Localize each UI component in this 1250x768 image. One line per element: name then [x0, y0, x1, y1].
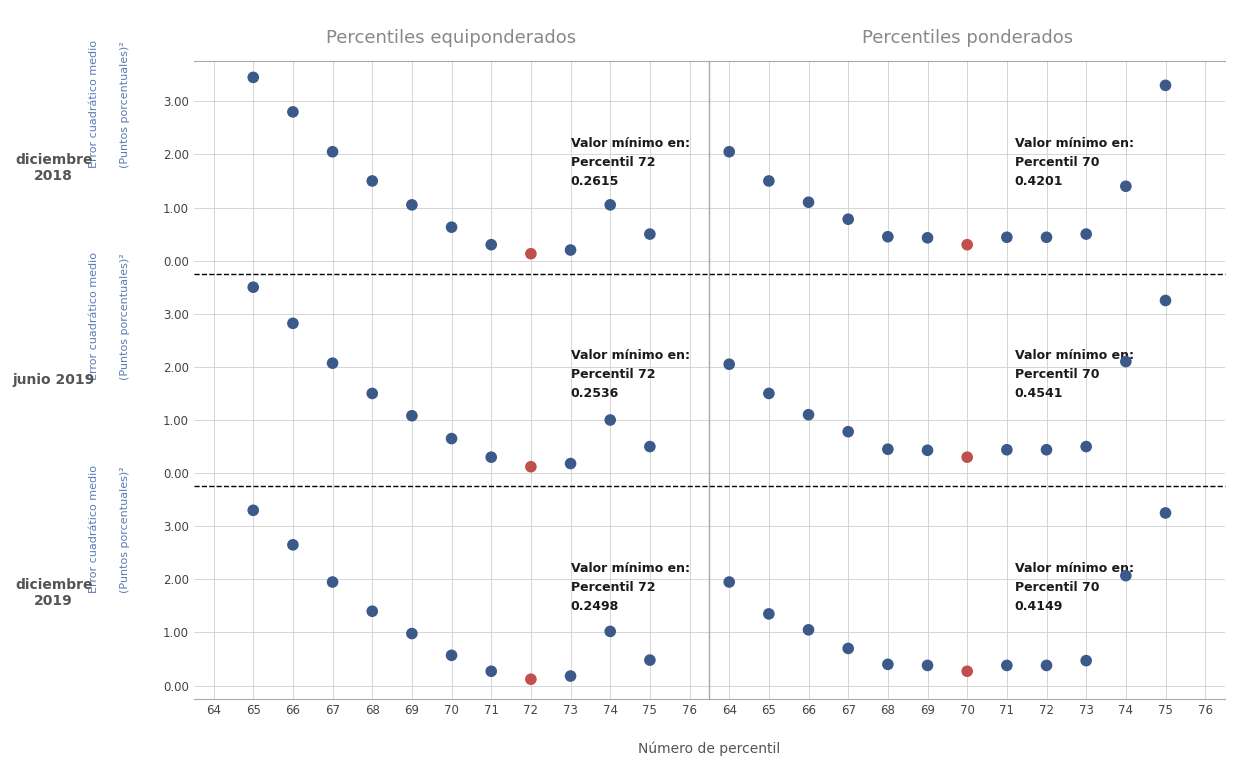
Point — [1155, 79, 1175, 91]
Point — [481, 665, 501, 677]
Point — [560, 244, 580, 257]
Point — [640, 228, 660, 240]
Point — [958, 239, 978, 251]
Text: Error cuadrático medio: Error cuadrático medio — [89, 252, 99, 380]
Text: (Puntos porcentuales)²: (Puntos porcentuales)² — [120, 41, 130, 167]
Point — [481, 451, 501, 463]
Point — [282, 106, 302, 118]
Point — [481, 239, 501, 251]
Point — [878, 230, 898, 243]
Point — [441, 221, 461, 233]
Point — [521, 461, 541, 473]
Text: diciembre
2018: diciembre 2018 — [15, 153, 92, 183]
Point — [996, 659, 1016, 671]
Point — [1116, 570, 1136, 582]
Point — [322, 357, 342, 369]
Point — [996, 231, 1016, 243]
Point — [1076, 654, 1096, 667]
Point — [839, 425, 859, 438]
Point — [560, 458, 580, 470]
Point — [1155, 294, 1175, 306]
Point — [839, 642, 859, 654]
Point — [719, 576, 739, 588]
Text: Error cuadrático medio: Error cuadrático medio — [89, 465, 99, 593]
Point — [322, 576, 342, 588]
Point — [799, 409, 819, 421]
Text: Percentiles ponderados: Percentiles ponderados — [861, 29, 1072, 48]
Point — [1076, 440, 1096, 452]
Text: Número de percentil: Número de percentil — [639, 742, 780, 756]
Point — [759, 607, 779, 620]
Point — [719, 358, 739, 370]
Point — [402, 409, 422, 422]
Point — [362, 175, 382, 187]
Point — [918, 444, 938, 456]
Point — [521, 247, 541, 260]
Point — [958, 665, 978, 677]
Point — [799, 196, 819, 208]
Point — [521, 673, 541, 685]
Point — [244, 71, 264, 84]
Text: Valor mínimo en:
Percentil 72
0.2615: Valor mínimo en: Percentil 72 0.2615 — [570, 137, 690, 188]
Point — [244, 504, 264, 516]
Point — [600, 199, 620, 211]
Point — [402, 199, 422, 211]
Point — [996, 444, 1016, 456]
Text: junio 2019: junio 2019 — [12, 373, 95, 387]
Point — [918, 659, 938, 671]
Point — [839, 213, 859, 225]
Point — [362, 605, 382, 617]
Text: Valor mínimo en:
Percentil 70
0.4149: Valor mínimo en: Percentil 70 0.4149 — [1015, 562, 1134, 613]
Point — [1155, 507, 1175, 519]
Point — [1116, 356, 1136, 368]
Text: diciembre
2019: diciembre 2019 — [15, 578, 92, 607]
Point — [640, 440, 660, 452]
Text: Percentiles equiponderados: Percentiles equiponderados — [326, 29, 576, 48]
Point — [441, 649, 461, 661]
Point — [362, 387, 382, 399]
Point — [759, 387, 779, 399]
Point — [958, 451, 978, 463]
Point — [402, 627, 422, 640]
Text: Error cuadrático medio: Error cuadrático medio — [89, 40, 99, 167]
Point — [878, 658, 898, 670]
Point — [244, 281, 264, 293]
Point — [640, 654, 660, 667]
Point — [918, 232, 938, 244]
Text: Valor mínimo en:
Percentil 72
0.2498: Valor mínimo en: Percentil 72 0.2498 — [570, 562, 690, 613]
Point — [799, 624, 819, 636]
Text: (Puntos porcentuales)²: (Puntos porcentuales)² — [120, 466, 130, 593]
Point — [878, 443, 898, 455]
Text: Valor mínimo en:
Percentil 70
0.4541: Valor mínimo en: Percentil 70 0.4541 — [1015, 349, 1134, 400]
Point — [1116, 180, 1136, 193]
Text: Valor mínimo en:
Percentil 70
0.4201: Valor mínimo en: Percentil 70 0.4201 — [1015, 137, 1134, 188]
Point — [322, 146, 342, 158]
Point — [1036, 444, 1056, 456]
Point — [1036, 231, 1056, 243]
Point — [600, 625, 620, 637]
Point — [441, 432, 461, 445]
Point — [560, 670, 580, 682]
Point — [600, 414, 620, 426]
Point — [759, 175, 779, 187]
Point — [1036, 659, 1056, 671]
Text: (Puntos porcentuales)²: (Puntos porcentuales)² — [120, 253, 130, 380]
Point — [282, 317, 302, 329]
Text: Valor mínimo en:
Percentil 72
0.2536: Valor mínimo en: Percentil 72 0.2536 — [570, 349, 690, 400]
Point — [282, 538, 302, 551]
Point — [1076, 228, 1096, 240]
Point — [719, 146, 739, 158]
